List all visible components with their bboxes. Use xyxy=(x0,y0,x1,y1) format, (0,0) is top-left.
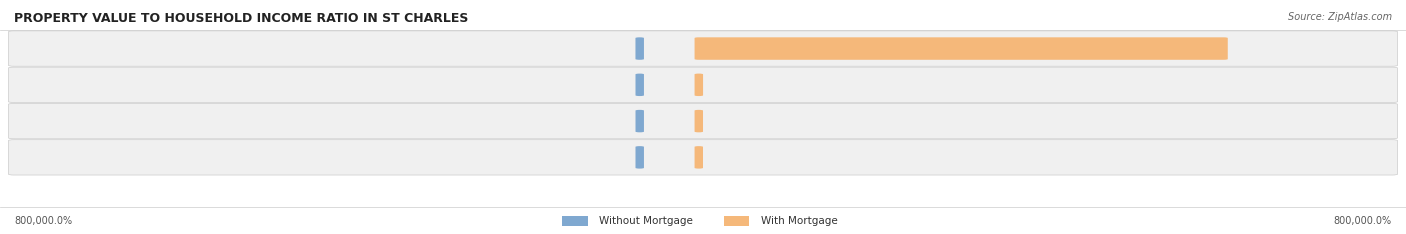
Text: 2.0x to 2.9x: 2.0x to 2.9x xyxy=(638,80,697,90)
Text: 4.7%: 4.7% xyxy=(610,116,634,126)
Text: Source: ZipAtlas.com: Source: ZipAtlas.com xyxy=(1288,12,1392,22)
Text: 77.3%: 77.3% xyxy=(704,80,735,90)
Text: 67.4%: 67.4% xyxy=(603,44,634,54)
Text: 800,000.0%: 800,000.0% xyxy=(14,216,72,226)
Text: Less than 2.0x: Less than 2.0x xyxy=(633,44,703,54)
Text: 9.3%: 9.3% xyxy=(610,80,634,90)
Text: 9.1%: 9.1% xyxy=(704,116,728,126)
Text: Without Mortgage: Without Mortgage xyxy=(599,216,693,226)
Text: PROPERTY VALUE TO HOUSEHOLD INCOME RATIO IN ST CHARLES: PROPERTY VALUE TO HOUSEHOLD INCOME RATIO… xyxy=(14,12,468,25)
Text: 18.6%: 18.6% xyxy=(603,152,634,162)
Text: 0.0%: 0.0% xyxy=(704,152,728,162)
Text: 4.0x or more: 4.0x or more xyxy=(637,152,699,162)
Text: 800,000.0%: 800,000.0% xyxy=(1334,216,1392,226)
Text: 618,181.8%: 618,181.8% xyxy=(1229,44,1288,54)
Text: 3.0x to 3.9x: 3.0x to 3.9x xyxy=(638,116,697,126)
Text: With Mortgage: With Mortgage xyxy=(761,216,838,226)
